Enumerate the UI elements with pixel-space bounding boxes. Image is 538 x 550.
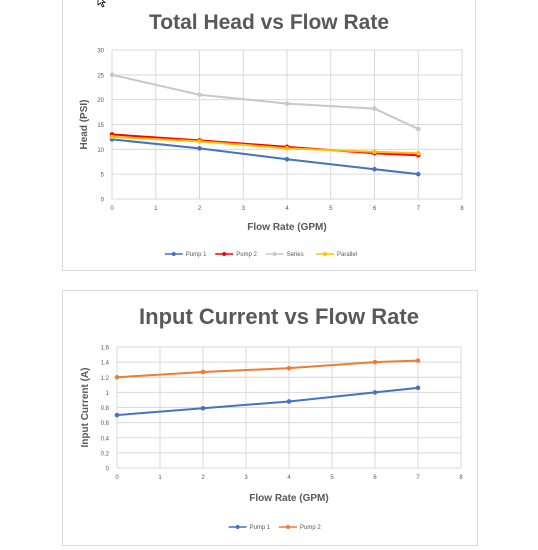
data-point-pump-2 <box>286 365 292 371</box>
y-axis-label: Input Current (A) <box>80 368 91 448</box>
y-tick-label: 0 <box>106 467 110 473</box>
data-point-parallel <box>284 146 290 151</box>
chart-input-current-svg: Input Current vs Flow Rate 0 0.2 0.4 0.6 0.8 1… <box>80 304 463 531</box>
y-tick-label: 1.6 <box>101 346 110 352</box>
series-line-series <box>111 73 419 130</box>
x-axis-label: Flow Rate (GPM) <box>249 493 328 504</box>
y-tick-label: 30 <box>97 49 104 55</box>
x-tick-label: 3 <box>244 475 248 481</box>
x-tick-label: 0 <box>115 475 119 481</box>
x-tick-label: 8 <box>460 206 464 212</box>
data-point-parallel <box>197 139 202 144</box>
legend-marker-pump-1 <box>171 252 176 256</box>
x-tick-label: 5 <box>329 206 333 212</box>
data-point-pump-1 <box>415 385 421 391</box>
x-tick-label: 7 <box>416 475 420 481</box>
x-tick-label: 6 <box>373 475 377 481</box>
data-point-parallel <box>109 134 115 140</box>
data-point-series <box>415 126 421 132</box>
chart-total-head-svg: Total Head vs Flow Rate 0 5 10 15 20 25 30 0 1 2 3 4… <box>79 11 464 258</box>
x-tick-label: 5 <box>330 475 334 481</box>
y-tick-label: 1.2 <box>101 376 110 382</box>
x-tick-label: 0 <box>110 206 114 212</box>
data-point-pump-1 <box>200 405 206 411</box>
x-tick-label: 4 <box>287 475 291 481</box>
x-tick-label: 1 <box>154 206 158 212</box>
x-tick-label: 8 <box>459 475 463 481</box>
data-point-series <box>197 92 202 97</box>
y-tick-label: 1 <box>106 391 110 397</box>
data-point-series <box>109 72 115 78</box>
mouse-cursor-icon <box>97 0 107 8</box>
data-point-pump-1 <box>372 390 378 395</box>
data-point-series <box>284 101 290 106</box>
data-point-parallel <box>415 151 421 156</box>
legend-marker-pump-2 <box>222 252 227 256</box>
x-tick-label: 7 <box>417 206 421 212</box>
data-point-pump-2 <box>114 374 120 380</box>
x-tick-label: 2 <box>201 475 205 481</box>
legend-marker-pump-2 <box>286 525 290 529</box>
x-tick-label: 6 <box>373 206 377 212</box>
legend-marker-series <box>272 252 277 256</box>
chart-title: Total Head vs Flow Rate <box>149 11 389 34</box>
data-point-series <box>372 106 377 111</box>
y-tick-label: 5 <box>101 173 105 179</box>
y-tick-label: 20 <box>97 98 104 104</box>
y-tick-label: 0.8 <box>101 406 110 412</box>
data-point-pump-1 <box>286 399 292 404</box>
data-point-pump-1 <box>114 412 120 418</box>
data-point-pump-1 <box>284 156 290 162</box>
y-tick-label: 0 <box>101 198 105 204</box>
data-point-pump-2 <box>200 369 206 375</box>
data-point-pump-1 <box>197 146 202 151</box>
chart-title: Input Current vs Flow Rate <box>139 304 419 329</box>
legend-marker-pump-1 <box>235 525 240 529</box>
x-tick-label: 1 <box>158 475 162 481</box>
x-tick-label: 2 <box>198 206 202 212</box>
chart-total-head[interactable]: Total Head vs Flow Rate 0 5 10 15 20 25 30 0 1 2 3 4… <box>62 0 476 271</box>
legend-label-pump-2: Pump 2 <box>236 252 257 258</box>
y-tick-label: 1.4 <box>101 361 110 367</box>
legend-label-pump-1: Pump 1 <box>250 525 271 531</box>
data-point-pump-1 <box>372 166 377 172</box>
series-line-pump-2 <box>116 359 419 379</box>
data-point-pump-2 <box>415 358 421 363</box>
legend-label-series: Series <box>287 252 304 258</box>
x-axis-label: Flow Rate (GPM) <box>247 222 326 233</box>
y-tick-label: 10 <box>97 148 104 154</box>
data-point-parallel <box>372 149 377 155</box>
y-tick-label: 25 <box>97 73 104 79</box>
x-tick-label: 3 <box>242 206 246 212</box>
legend-label-parallel: Parallel <box>337 252 357 258</box>
legend-label-pump-1: Pump 1 <box>186 252 207 258</box>
legend-label-pump-2: Pump 2 <box>300 525 321 531</box>
y-tick-label: 15 <box>97 123 104 129</box>
legend-marker-parallel <box>323 252 327 256</box>
chart-input-current[interactable]: Input Current vs Flow Rate 0 0.2 0.4 0.6 0.8 1… <box>62 290 478 546</box>
y-tick-label: 0.2 <box>101 451 110 457</box>
x-tick-label: 4 <box>285 206 289 212</box>
y-axis-label: Head (PSI) <box>79 99 90 149</box>
data-point-pump-2 <box>372 359 378 365</box>
y-tick-label: 0.4 <box>101 436 110 442</box>
data-point-pump-1 <box>415 171 421 177</box>
y-tick-label: 0.6 <box>101 421 110 427</box>
